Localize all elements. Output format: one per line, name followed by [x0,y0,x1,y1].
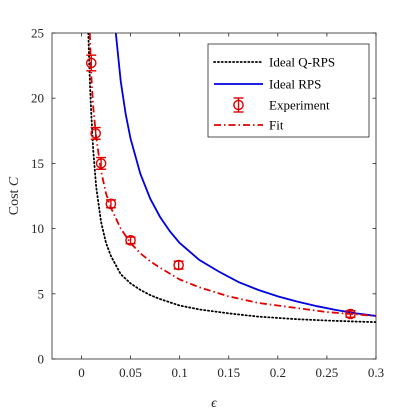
series-line-ideal-q-rps [87,33,376,323]
series-line-ideal-rps [114,33,376,317]
y-tick-label: 15 [31,156,44,171]
legend-entry: Experiment [233,97,330,113]
x-tick-label: 0.2 [270,365,286,380]
y-tick-label: 0 [38,352,45,367]
legend-swatch-marker [233,99,244,111]
x-tick-label: 0.05 [119,365,142,380]
y-tick-label: 10 [31,221,44,236]
y-tick-label: 25 [31,26,44,41]
plot-frame [51,32,377,360]
x-tick-label: 0.3 [368,365,384,380]
experiment-point [105,198,117,210]
y-axis-label-symbol: C [7,176,22,186]
legend-entry: Ideal Q-RPS [213,55,335,70]
experiment-point [173,259,184,271]
experiment-point [95,156,107,170]
experiment-markers-layer [85,54,356,320]
experiment-marker [173,259,184,271]
legend-label: Fit [269,118,284,133]
experiment-point [345,308,356,320]
experiment-marker [90,128,101,139]
experiment-marker [85,57,97,69]
legend-label: Experiment [269,98,330,113]
y-axis-label: Cost C [7,176,22,215]
experiment-point [125,235,136,246]
x-tick-label: 0.25 [316,365,339,380]
legend-label: Ideal Q-RPS [269,55,335,70]
x-tick-label: 0 [78,365,85,380]
x-tick-label: 0.1 [172,365,188,380]
experiment-marker [105,198,117,210]
curves-layer [87,33,376,323]
experiment-point [90,126,101,140]
y-axis-label-text: Cost [7,186,22,215]
legend-entry: Ideal RPS [214,77,321,92]
legend-box [207,43,370,138]
y-axis-ticks: 0 5 10 15 20 25 [31,26,376,367]
x-axis-label: ϵ [211,396,218,411]
experiment-marker [95,158,107,169]
legend-label: Ideal RPS [269,77,321,92]
x-axis-ticks: 0 0.05 0.1 0.15 0.2 0.25 0.3 [78,33,384,380]
y-tick-label: 20 [31,91,44,106]
y-tick-label: 5 [38,286,45,301]
x-tick-label: 0.15 [217,365,240,380]
experiment-marker [345,308,356,320]
legend: Ideal Q-RPS Ideal RPS Experiment Fit [207,43,370,138]
experiment-point [85,54,97,72]
series-line-fit [88,33,376,317]
experiment-marker [125,235,136,246]
legend-entry: Fit [214,118,284,133]
